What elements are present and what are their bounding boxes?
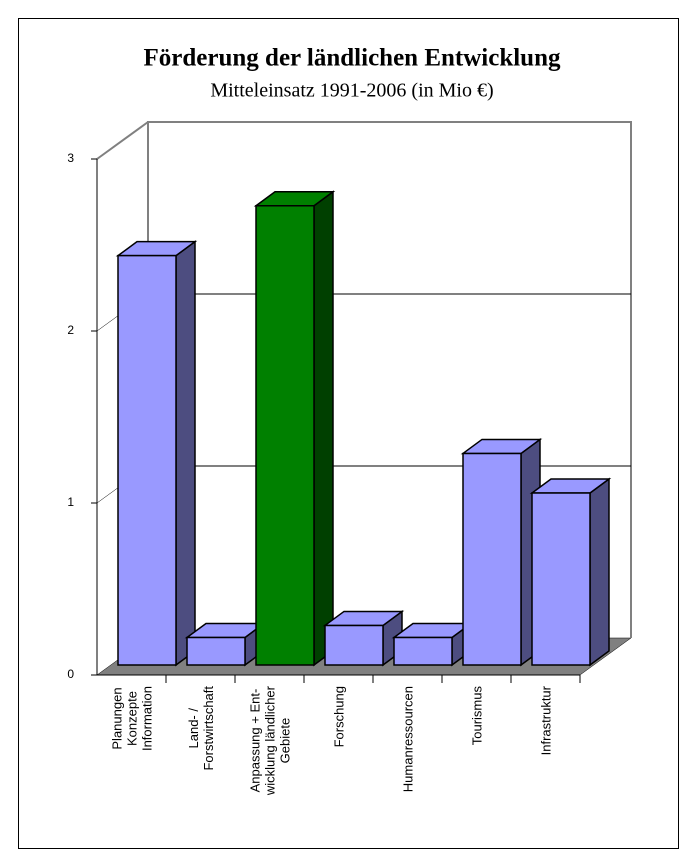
bar-front [117,254,177,666]
bar [391,621,474,667]
bar-side [589,477,610,667]
y-tick-label: 1 [67,495,74,509]
left-wall-edge [96,121,149,160]
chart-subtitle: Mitteleinsatz 1991-2006 (in Mio €) [210,80,493,102]
x-tick-label: Land- / Forstwirtschaft [185,686,216,771]
bar [529,477,612,667]
bar-front [255,205,315,666]
x-tick-label: Humanressourcen [400,686,415,793]
x-tick-label: Planungen Konzepte Information [109,686,154,752]
bar-front [531,492,591,666]
bar [253,190,336,667]
bar-front [186,636,246,666]
bar-side [175,240,196,667]
y-tick-label: 0 [67,667,74,681]
bar-front [393,636,453,666]
y-tick-label: 3 [67,151,74,165]
bar-front [324,624,384,666]
bar-side [313,190,334,667]
bar [184,621,267,667]
x-tick-label: Anpassung + Ent- wicklung ländlicher Geb… [247,686,292,796]
y-tick-label: 2 [67,323,74,337]
x-tick-label: Forschung [331,686,346,748]
bar [460,437,543,667]
bar [322,609,405,667]
x-tick-label: Infrastruktur [538,686,553,756]
bar-front [462,452,522,666]
chart-title: Förderung der ländlichen Entwicklung [144,45,561,72]
x-tick-label: Tourismus [469,686,484,746]
bar [115,240,198,667]
